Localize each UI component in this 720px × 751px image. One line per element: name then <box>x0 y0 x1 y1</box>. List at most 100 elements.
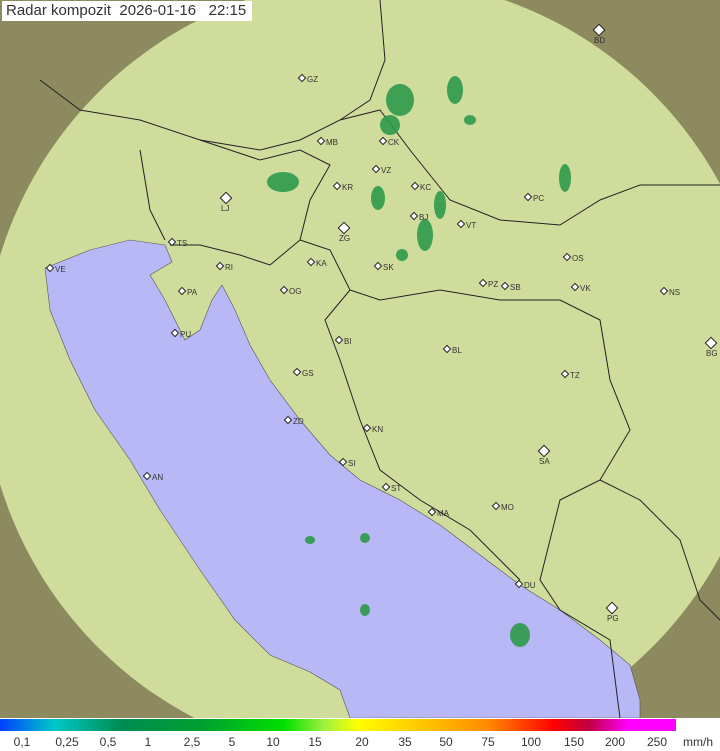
legend-label: 0,5 <box>99 735 117 749</box>
legend-color-scale <box>0 719 676 731</box>
city-label: PU <box>180 330 191 339</box>
city-label: KC <box>420 183 431 192</box>
legend-label: 50 <box>439 735 453 749</box>
city-label: VZ <box>381 166 391 175</box>
city-label: BG <box>706 349 718 358</box>
city-label: ZD <box>293 417 304 426</box>
city-label: KA <box>316 259 327 268</box>
city-marker-icon <box>562 252 572 262</box>
city-marker-icon <box>410 181 420 191</box>
city-marker-icon <box>167 237 177 247</box>
city-marker-icon <box>45 263 55 273</box>
title-label: Radar kompozit <box>6 2 112 19</box>
legend-label: 100 <box>520 735 542 749</box>
city-marker-icon <box>409 211 419 221</box>
city-marker-icon <box>338 457 348 467</box>
radar-map[interactable]: BD GZ MB CK VZ KR KC LJ PC VT BJ ZG TS VE RI KA SK OS PA OG… <box>0 0 720 718</box>
legend-label: 150 <box>563 735 585 749</box>
city-marker-icon <box>373 261 383 271</box>
precipitation-echoes <box>267 76 571 647</box>
city-marker-icon <box>514 579 524 589</box>
city-marker-icon <box>297 73 307 83</box>
city-marker-icon <box>292 367 302 377</box>
city-marker-icon <box>215 261 225 271</box>
city-label: CK <box>388 138 400 147</box>
city-marker-icon <box>570 282 580 292</box>
legend-labels: 0,1 0,25 0,5 1 2,5 5 10 15 20 35 50 75 100 150 200 250 m… <box>0 735 720 751</box>
city-marker-icon <box>659 286 669 296</box>
title-date: 2026-01-16 <box>119 2 197 19</box>
city-label: VE <box>55 265 66 274</box>
legend-label: 5 <box>228 735 236 749</box>
city-label: AN <box>152 473 163 482</box>
city-marker-icon <box>442 344 452 354</box>
legend-label: 15 <box>308 735 322 749</box>
city-marker-icon <box>704 336 718 350</box>
city-marker-icon <box>337 221 351 235</box>
city-label: PA <box>187 288 198 297</box>
city-marker-icon <box>592 23 606 37</box>
city-marker-icon <box>456 219 466 229</box>
city-marker-icon <box>362 423 372 433</box>
city-marker-icon <box>170 328 180 338</box>
legend-label: 2,5 <box>183 735 201 749</box>
map-title: Radar kompozit 2026-01-16 22:15 <box>2 1 253 21</box>
adriatic-sea <box>44 239 641 718</box>
city-label: ST <box>391 484 401 493</box>
city-label: PG <box>607 614 619 623</box>
city-label: BJ <box>419 213 428 222</box>
city-label: RI <box>225 263 233 272</box>
city-marker-icon <box>478 278 488 288</box>
city-marker-icon <box>500 281 510 291</box>
city-label: MB <box>326 138 338 147</box>
city-marker-icon <box>306 257 316 267</box>
city-marker-icon <box>491 501 501 511</box>
legend-label: 10 <box>266 735 280 749</box>
city-label: ZG <box>339 234 350 243</box>
city-label: BD <box>594 36 605 45</box>
city-marker-icon <box>371 164 381 174</box>
legend-label: 200 <box>604 735 626 749</box>
city-label: KR <box>342 183 353 192</box>
city-marker-icon <box>279 285 289 295</box>
city-label: NS <box>669 288 680 297</box>
city-label: TZ <box>570 371 580 380</box>
city-marker-icon <box>219 191 233 205</box>
legend-label: 250 <box>646 735 668 749</box>
city-marker-icon <box>177 286 187 296</box>
legend-label: 0,1 <box>13 735 31 749</box>
city-label: PC <box>533 194 544 203</box>
city-label: SA <box>539 457 550 466</box>
city-label: OG <box>289 287 301 296</box>
legend-label: 20 <box>355 735 369 749</box>
city-label: DU <box>524 581 536 590</box>
city-marker-icon <box>316 136 326 146</box>
city-label: PZ <box>488 280 498 289</box>
city-label: BI <box>344 337 352 346</box>
city-marker-icon <box>605 601 619 615</box>
city-label: LJ <box>221 204 229 213</box>
legend-label: 1 <box>144 735 152 749</box>
city-marker-icon <box>560 369 570 379</box>
city-label: BL <box>452 346 462 355</box>
city-marker-icon <box>523 192 533 202</box>
legend-label: 0,25 <box>55 735 79 749</box>
city-marker-icon <box>381 482 391 492</box>
city-markers: BD GZ MB CK VZ KR KC LJ PC VT BJ ZG TS VE RI KA SK OS PA OG… <box>45 23 718 623</box>
city-label: SI <box>348 459 356 468</box>
city-label: VK <box>580 284 591 293</box>
city-marker-icon <box>378 136 388 146</box>
city-marker-icon <box>537 444 551 458</box>
city-marker-icon <box>332 181 342 191</box>
city-label: MA <box>437 509 450 518</box>
city-label: OS <box>572 254 584 263</box>
legend-label: 35 <box>398 735 412 749</box>
city-label: GZ <box>307 75 318 84</box>
city-label: SB <box>510 283 521 292</box>
city-marker-icon <box>334 335 344 345</box>
city-label: GS <box>302 369 314 378</box>
legend-label: 75 <box>481 735 495 749</box>
city-label: TS <box>177 239 187 248</box>
city-marker-icon <box>427 507 437 517</box>
